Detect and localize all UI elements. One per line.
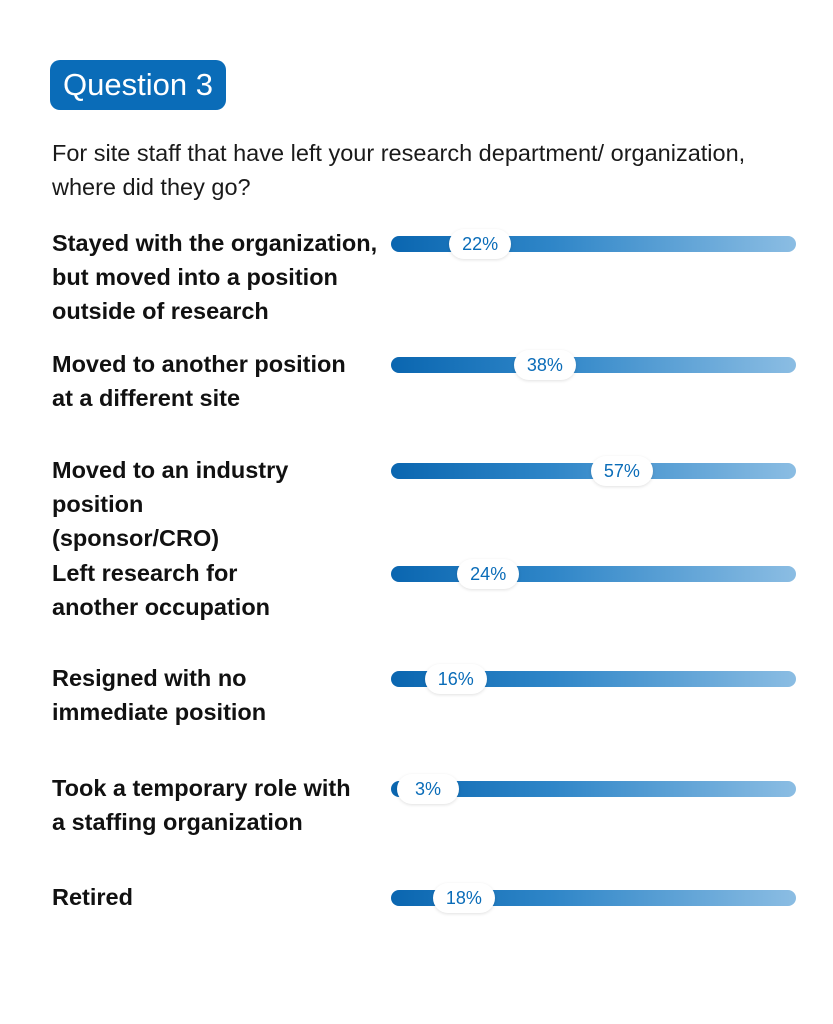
- category-label: Resigned with no immediate position: [52, 665, 267, 725]
- category-label: Retired: [52, 884, 133, 910]
- bar: [391, 671, 796, 687]
- value-label: 57%: [590, 456, 653, 486]
- category-label: Took a temporary role with a staffing or…: [52, 775, 351, 835]
- bar: [391, 781, 796, 797]
- category-label: Stayed with the organization, but moved …: [52, 230, 378, 324]
- value-label: 3%: [397, 774, 459, 804]
- bar: [391, 566, 796, 582]
- value-label: 22%: [449, 229, 512, 259]
- category-label: Moved to an industry position (sponsor/C…: [52, 457, 289, 551]
- question-badge: Question 3: [50, 60, 226, 110]
- value-label: 16%: [424, 664, 487, 694]
- question-text: For site staff that have left your resea…: [52, 140, 746, 200]
- value-label: 18%: [432, 883, 495, 913]
- category-label: Left research for another occupation: [52, 560, 271, 620]
- value-label: 24%: [457, 559, 520, 589]
- category-label: Moved to another position at a different…: [52, 351, 346, 411]
- value-label: 38%: [513, 350, 576, 380]
- bar: [391, 357, 796, 373]
